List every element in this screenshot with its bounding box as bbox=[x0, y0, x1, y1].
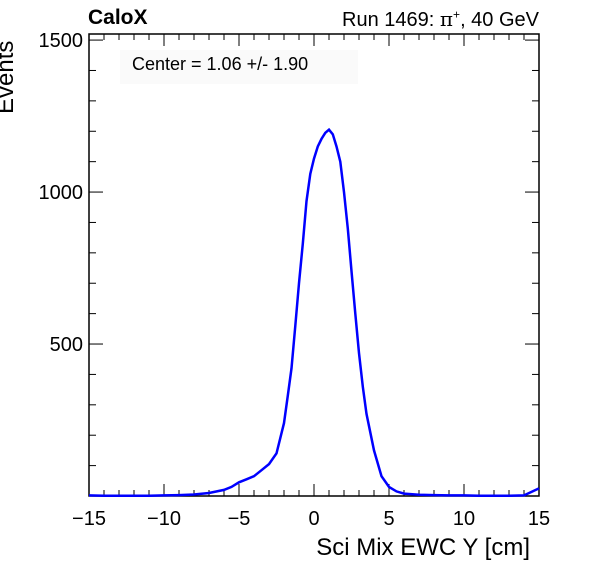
y-tick-label: 500 bbox=[50, 334, 83, 356]
x-tick-label: −5 bbox=[228, 508, 251, 530]
run-info: Run 1469: π+, 40 GeV bbox=[342, 7, 539, 32]
x-tick-label: 0 bbox=[308, 508, 319, 530]
run-info-prefix: Run 1469: bbox=[342, 9, 440, 31]
x-tick-label: −15 bbox=[72, 508, 106, 530]
plot-frame bbox=[88, 33, 540, 497]
axis-ticks bbox=[88, 34, 540, 496]
y-tick-label: 1500 bbox=[39, 30, 84, 52]
x-axis-label: Sci Mix EWC Y [cm] bbox=[316, 534, 530, 561]
center-annotation-box bbox=[120, 50, 358, 84]
axis-tick-labels: −15 −10 −5 0 5 10 15 500 1000 1500 bbox=[39, 30, 551, 530]
y-tick-label: 1000 bbox=[39, 182, 84, 204]
run-info-suffix: , 40 GeV bbox=[460, 9, 539, 31]
experiment-label: CaloX bbox=[88, 6, 148, 29]
histogram-line bbox=[88, 127, 540, 497]
x-tick-label: 10 bbox=[453, 508, 475, 530]
x-tick-label: 15 bbox=[528, 508, 550, 530]
center-annotation: Center = 1.06 +/- 1.90 bbox=[132, 54, 309, 74]
particle-charge: + bbox=[453, 7, 461, 22]
x-tick-label: −10 bbox=[147, 508, 181, 530]
x-tick-label: 5 bbox=[383, 508, 394, 530]
particle-symbol: π bbox=[439, 7, 454, 31]
y-axis-label: Events bbox=[0, 40, 19, 114]
